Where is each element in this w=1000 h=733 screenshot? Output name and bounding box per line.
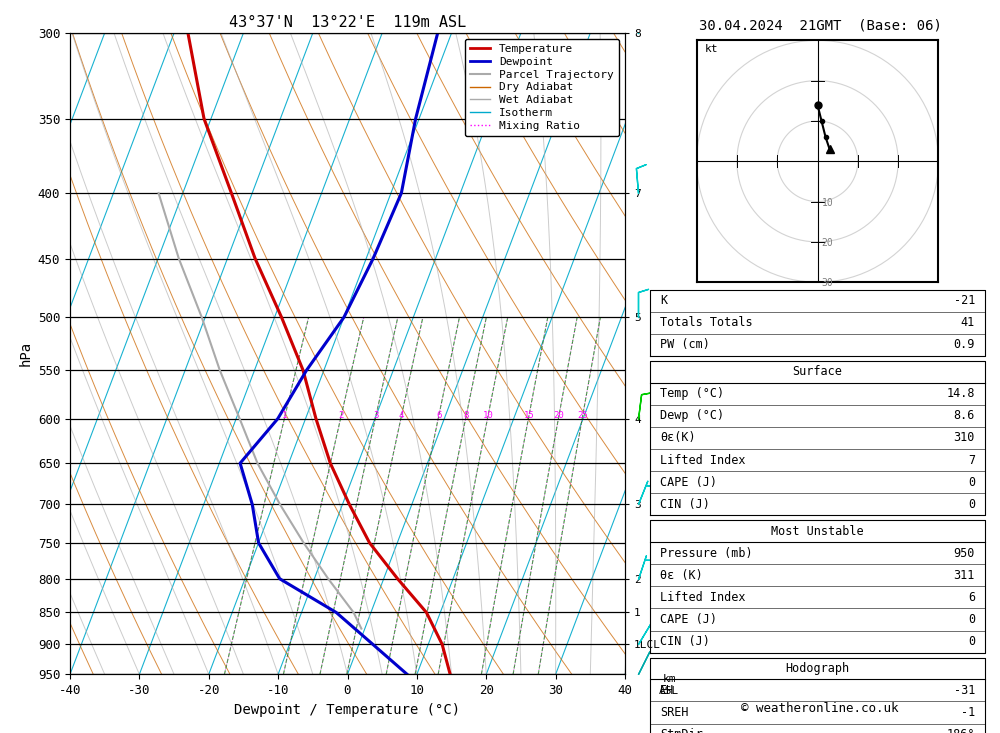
Text: StmDir: StmDir xyxy=(660,728,703,733)
Text: 4: 4 xyxy=(399,411,404,420)
Text: Most Unstable: Most Unstable xyxy=(771,525,864,538)
Text: Surface: Surface xyxy=(793,365,842,378)
Text: θε (K): θε (K) xyxy=(660,569,703,582)
Text: CAPE (J): CAPE (J) xyxy=(660,476,717,489)
Text: 2: 2 xyxy=(338,411,344,420)
Legend: Temperature, Dewpoint, Parcel Trajectory, Dry Adiabat, Wet Adiabat, Isotherm, Mi: Temperature, Dewpoint, Parcel Trajectory… xyxy=(465,39,619,136)
Text: Hodograph: Hodograph xyxy=(785,662,850,675)
Text: 20: 20 xyxy=(553,411,564,420)
Text: CIN (J): CIN (J) xyxy=(660,636,710,648)
Text: K: K xyxy=(660,294,667,307)
Text: 8: 8 xyxy=(463,411,469,420)
Text: 0: 0 xyxy=(968,498,975,511)
Text: 10: 10 xyxy=(482,411,493,420)
Text: θε(K): θε(K) xyxy=(660,432,696,444)
Text: kt: kt xyxy=(705,45,718,54)
Text: PW (cm): PW (cm) xyxy=(660,339,710,351)
Text: -21: -21 xyxy=(954,294,975,307)
Text: Lifted Index: Lifted Index xyxy=(660,454,746,467)
Text: 0.9: 0.9 xyxy=(954,339,975,351)
Text: Totals Totals: Totals Totals xyxy=(660,316,753,329)
Text: 310: 310 xyxy=(954,432,975,444)
Text: 14.8: 14.8 xyxy=(946,387,975,400)
Text: 7: 7 xyxy=(968,454,975,467)
Text: 10: 10 xyxy=(822,197,833,207)
Text: -31: -31 xyxy=(954,684,975,697)
Text: 950: 950 xyxy=(954,547,975,559)
Text: 25: 25 xyxy=(577,411,588,420)
Text: km
ASL: km ASL xyxy=(659,674,680,696)
Text: 15: 15 xyxy=(523,411,534,420)
Text: 6: 6 xyxy=(436,411,441,420)
Text: 0: 0 xyxy=(968,476,975,489)
Text: 1: 1 xyxy=(282,411,287,420)
Text: © weatheronline.co.uk: © weatheronline.co.uk xyxy=(741,701,899,715)
Text: EH: EH xyxy=(660,684,674,697)
Text: 30.04.2024  21GMT  (Base: 06): 30.04.2024 21GMT (Base: 06) xyxy=(699,18,941,32)
Text: CIN (J): CIN (J) xyxy=(660,498,710,511)
Text: 186°: 186° xyxy=(946,728,975,733)
Text: Temp (°C): Temp (°C) xyxy=(660,387,724,400)
Y-axis label: hPa: hPa xyxy=(18,341,32,366)
Text: 30: 30 xyxy=(822,278,833,288)
Text: 3: 3 xyxy=(373,411,378,420)
Text: 20: 20 xyxy=(822,237,833,248)
X-axis label: Dewpoint / Temperature (°C): Dewpoint / Temperature (°C) xyxy=(234,703,461,717)
Text: Dewp (°C): Dewp (°C) xyxy=(660,409,724,422)
Text: Lifted Index: Lifted Index xyxy=(660,591,746,604)
Text: 0: 0 xyxy=(968,613,975,626)
Text: 41: 41 xyxy=(961,316,975,329)
Title: 43°37'N  13°22'E  119m ASL: 43°37'N 13°22'E 119m ASL xyxy=(229,15,466,31)
Text: 8.6: 8.6 xyxy=(954,409,975,422)
Text: -1: -1 xyxy=(961,706,975,719)
Text: SREH: SREH xyxy=(660,706,689,719)
Text: 6: 6 xyxy=(968,591,975,604)
Text: 311: 311 xyxy=(954,569,975,582)
Text: 0: 0 xyxy=(968,636,975,648)
Text: Pressure (mb): Pressure (mb) xyxy=(660,547,753,559)
Text: CAPE (J): CAPE (J) xyxy=(660,613,717,626)
